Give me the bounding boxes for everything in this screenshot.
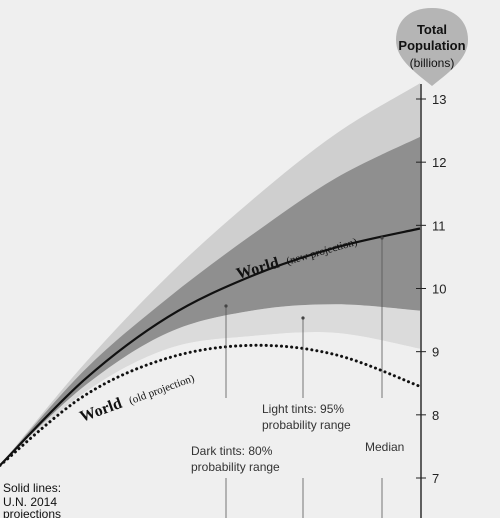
badge-shape: [396, 8, 468, 86]
y-tick-label-8: 8: [432, 408, 439, 423]
axis-title-line2: Population: [398, 38, 465, 53]
light-tint-line2: probability range: [262, 418, 351, 432]
y-axis: 7 8 9 10 11 12 13: [416, 84, 446, 518]
y-tick-label-11: 11: [432, 218, 446, 233]
leader-light-tint-dot: [301, 316, 305, 320]
dark-tint-line2: probability range: [191, 460, 280, 474]
y-tick-label-10: 10: [432, 282, 446, 297]
dark-tint-line1: Dark tints: 80%: [191, 444, 273, 458]
leader-dark-tint-dot: [224, 304, 228, 308]
solid-lines-line2: U.N. 2014: [3, 495, 57, 509]
band-95-lower-tint: [0, 304, 420, 466]
y-tick-label-7: 7: [432, 471, 439, 486]
y-tick-label-12: 12: [432, 155, 446, 170]
band-80: [0, 136, 420, 466]
axis-unit: (billions): [410, 56, 455, 70]
series-sub-old: (old projection): [127, 372, 196, 407]
light-tint-line1: Light tints: 95%: [262, 402, 344, 416]
leader-median-dot: [380, 236, 384, 240]
axis-title-line1: Total: [417, 22, 447, 37]
y-tick-label-13: 13: [432, 92, 446, 107]
solid-lines-line3: projections: [3, 507, 61, 518]
series-name-old: World: [78, 395, 125, 426]
solid-lines-line1: Solid lines:: [3, 481, 61, 495]
annotation-leaders: [224, 236, 384, 518]
y-tick-label-9: 9: [432, 345, 439, 360]
projection-lines: [0, 227, 422, 467]
axis-title-badge: Total Population (billions): [396, 8, 468, 86]
line-old-projection: [0, 343, 422, 467]
probability-bands: [0, 83, 420, 466]
median-label: Median: [365, 440, 404, 454]
median-line-new-projection: [0, 227, 421, 467]
